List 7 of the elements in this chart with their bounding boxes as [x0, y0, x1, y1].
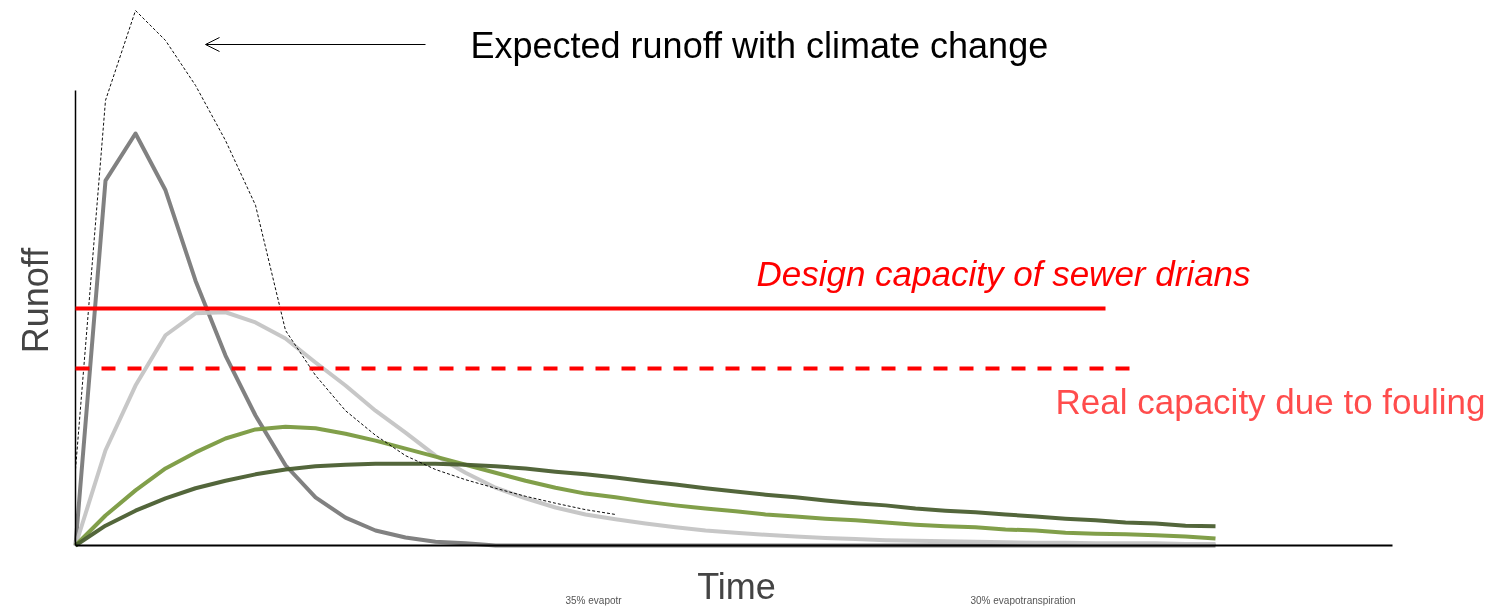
- ref-line-label: Design capacity of sewer drians: [756, 254, 1251, 294]
- y-axis-title: Runoff: [15, 246, 56, 354]
- ref-line-label: Real capacity due to fouling: [1055, 382, 1486, 422]
- text: 35% evapotr: [565, 595, 623, 606]
- x-axis-title: Time: [697, 566, 776, 607]
- text: 30% evapotranspiration: [970, 595, 1076, 606]
- annotation: Expected runoff with climate change: [470, 25, 1049, 66]
